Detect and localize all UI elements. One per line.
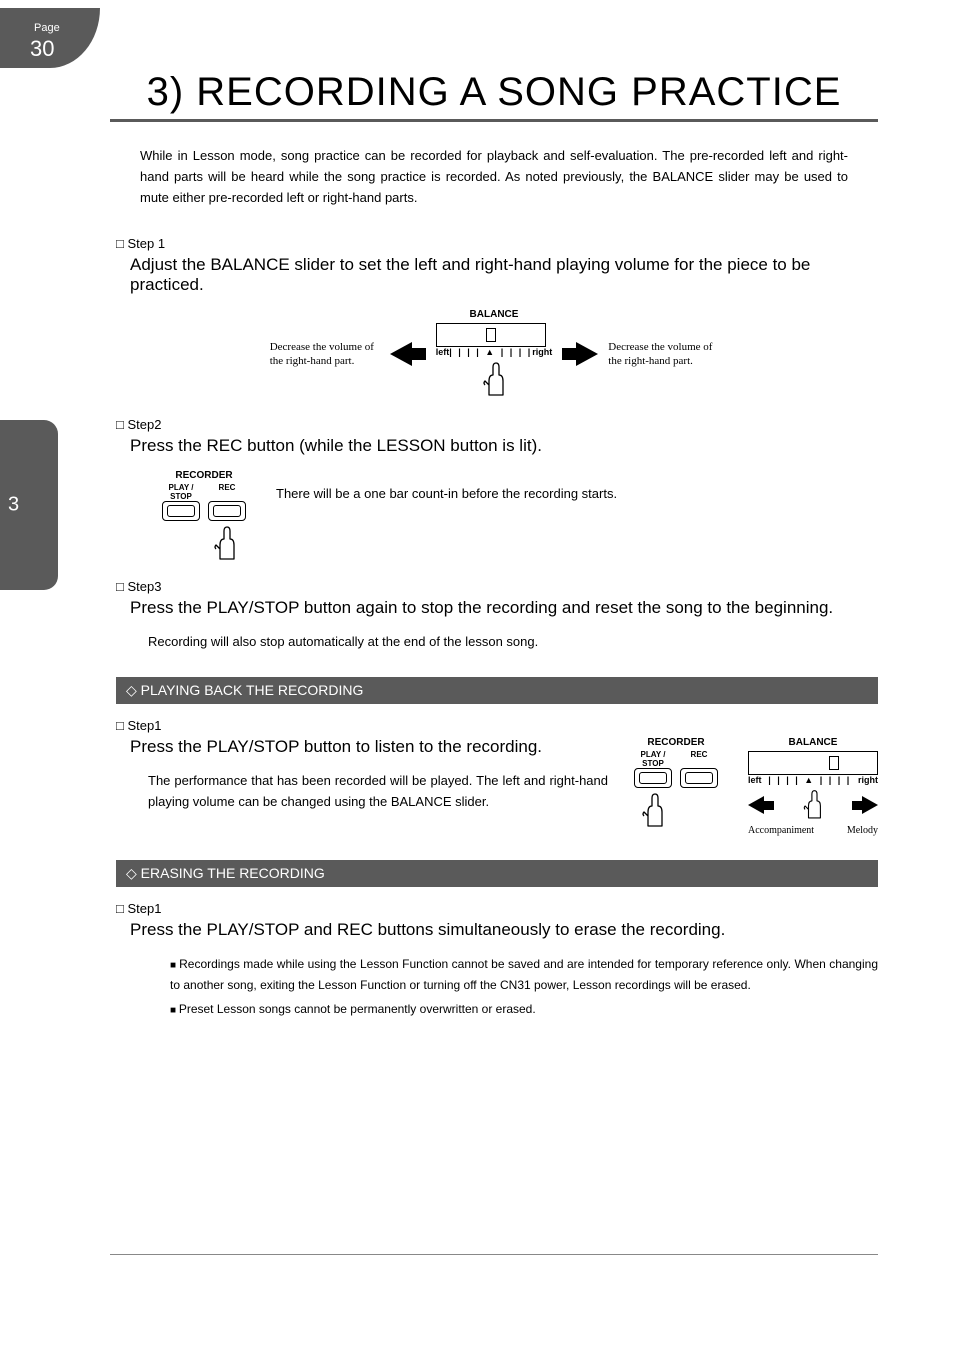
page-number: 30 — [30, 36, 100, 62]
hand-icon — [800, 789, 826, 821]
scale-marks: | | | | ▲ | | | | — [449, 347, 532, 357]
playstop-label-2: PLAY / STOP — [632, 750, 674, 768]
erase-step1-label: Step1 — [116, 901, 878, 916]
step1-label: Step 1 — [116, 236, 878, 251]
erase-header: ERASING THE RECORDING — [116, 860, 878, 887]
erase-note-1: Recordings made while using the Lesson F… — [170, 954, 878, 995]
hand-icon — [210, 525, 240, 563]
side-tab: 3 LESSON FUNCTION — [0, 420, 58, 590]
rec-label-2: REC — [678, 750, 720, 768]
content: 3) RECORDING A SONG PRACTICE While in Le… — [110, 70, 878, 1023]
scale-left: left — [436, 347, 450, 357]
step3-main: Press the PLAY/STOP button again to stop… — [130, 598, 878, 618]
recorder-figure: RECORDER PLAY / STOP REC There will be a… — [160, 470, 878, 563]
rec-label: REC — [206, 483, 248, 501]
intro-text: While in Lesson mode, song practice can … — [110, 146, 878, 208]
scale-right: right — [532, 347, 552, 357]
step2-label: Step2 — [116, 417, 878, 432]
step3-body: Recording will also stop automatically a… — [148, 632, 878, 653]
scale-left-2: left — [748, 775, 762, 785]
arrow-left-icon — [390, 342, 412, 366]
hand-icon — [638, 792, 668, 830]
balance-label-2: BALANCE — [748, 737, 878, 748]
playback-step1-main: Press the PLAY/STOP button to listen to … — [130, 737, 608, 757]
recorder-panel: RECORDER PLAY / STOP REC — [160, 470, 248, 563]
step3-label: Step3 — [116, 579, 878, 594]
playback-step1-label: Step1 — [116, 718, 878, 733]
recorder-label-2: RECORDER — [632, 737, 720, 748]
arrow-right-icon — [576, 342, 598, 366]
erase-step1-main: Press the PLAY/STOP and REC buttons simu… — [130, 920, 878, 940]
chapter-number: 3 — [8, 494, 19, 517]
playback-figures: RECORDER PLAY / STOP REC BALANCE left | … — [632, 737, 878, 836]
playstop-button-2[interactable] — [634, 768, 672, 788]
playback-row: Press the PLAY/STOP button to listen to … — [110, 737, 878, 836]
step1-main: Adjust the BALANCE slider to set the lef… — [130, 255, 878, 295]
hand-icon — [479, 361, 509, 399]
page-label: Page — [34, 22, 60, 34]
playback-header: PLAYING BACK THE RECORDING — [116, 677, 878, 704]
balance-label: BALANCE — [436, 309, 553, 320]
scale-right-2: right — [858, 775, 878, 785]
rec-button-2[interactable] — [680, 768, 718, 788]
balance-slider: BALANCE left | | | | ▲ | | | | right — [436, 309, 553, 357]
melody-label: Melody — [847, 825, 878, 836]
footer-line — [110, 1254, 878, 1255]
fig1-caption-left: Decrease the volume of the right-hand pa… — [270, 340, 380, 369]
balance-panel-2: BALANCE left | | | | ▲ | | | | right — [748, 737, 878, 836]
arrow-left-icon-2 — [748, 796, 764, 814]
arrow-left-tail — [412, 348, 426, 360]
page-tab: Page 30 — [0, 8, 100, 68]
balance-figure-1: Decrease the volume of the right-hand pa… — [110, 309, 878, 399]
erase-notes: Recordings made while using the Lesson F… — [170, 954, 878, 1019]
erase-note-2: Preset Lesson songs cannot be permanentl… — [170, 999, 878, 1019]
recorder-label: RECORDER — [160, 470, 248, 481]
playstop-button[interactable] — [162, 501, 200, 521]
page-title: 3) RECORDING A SONG PRACTICE — [110, 70, 878, 122]
playstop-label: PLAY / STOP — [160, 483, 202, 501]
arrow-right-tail — [562, 348, 576, 360]
step2-main: Press the REC button (while the LESSON b… — [130, 436, 878, 456]
recorder-panel-2: RECORDER PLAY / STOP REC — [632, 737, 720, 836]
chapter-label: LESSON FUNCTION — [0, 454, 2, 557]
arrow-right-icon-2 — [862, 796, 878, 814]
scale-marks-2: | | | | ▲ | | | | — [768, 775, 851, 785]
fig1-caption-right: Decrease the volume of the right-hand pa… — [608, 340, 718, 369]
playback-step1-body: The performance that has been recorded w… — [148, 771, 608, 813]
step2-note: There will be a one bar count-in before … — [276, 470, 617, 501]
accompaniment-label: Accompaniment — [748, 825, 814, 836]
rec-button[interactable] — [208, 501, 246, 521]
